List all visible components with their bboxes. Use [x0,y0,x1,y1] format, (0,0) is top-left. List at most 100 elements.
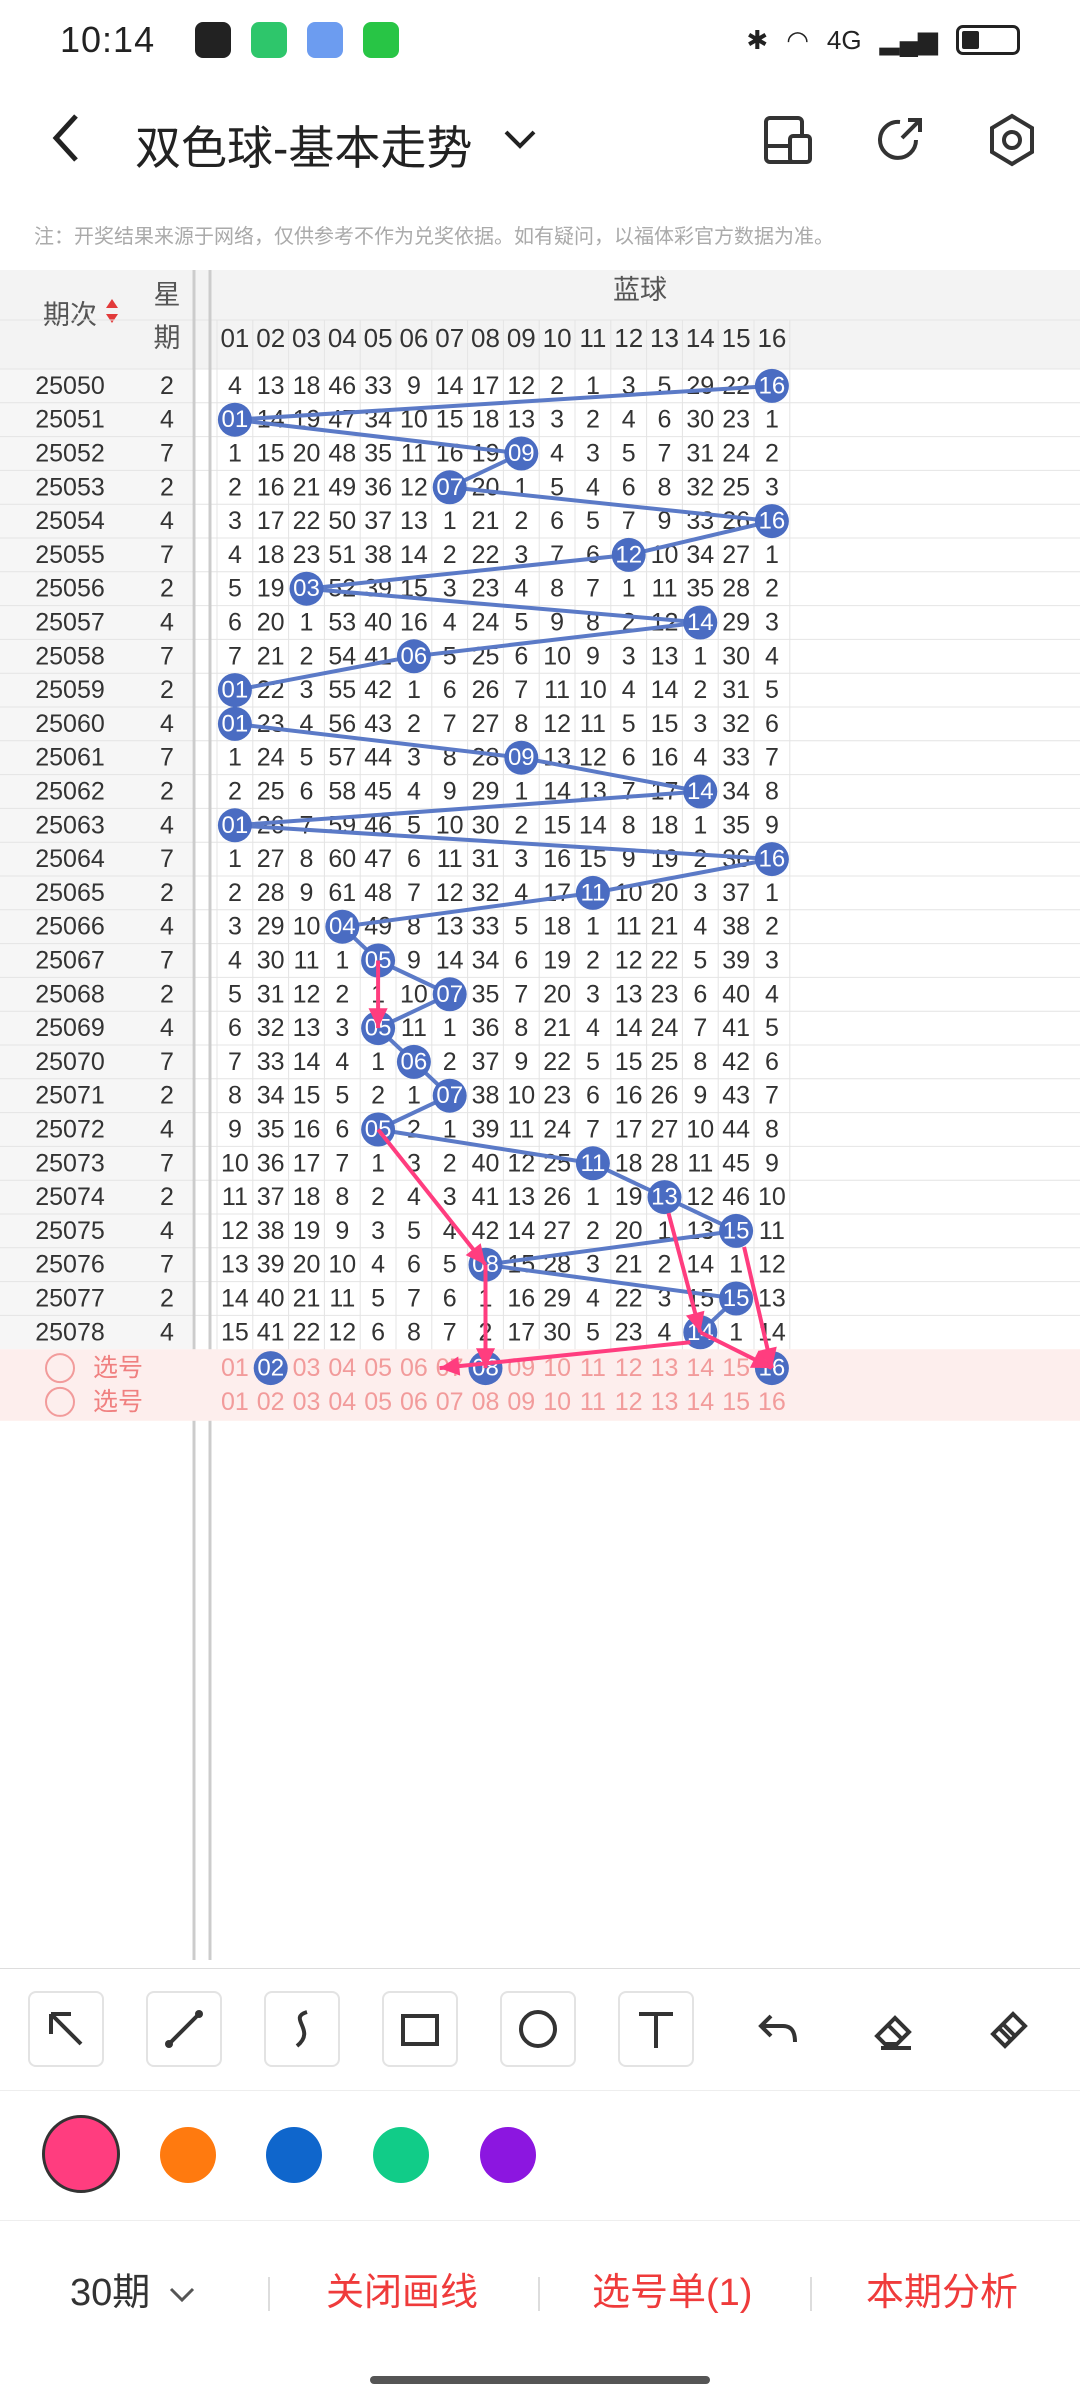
sort-desc-icon[interactable] [106,314,118,323]
color-swatch-purple[interactable] [480,2127,536,2183]
omission-cell: 8 [622,811,636,839]
omission-cell: 23 [651,980,679,1008]
omission-cell: 16 [507,1285,535,1313]
select-number: 08 [472,1388,500,1416]
omission-cell: 3 [586,980,600,1008]
omission-cell: 31 [686,440,714,468]
curve-tool-button[interactable] [264,1991,340,2067]
omission-cell: 9 [693,1082,707,1110]
color-swatch-green[interactable] [373,2127,429,2183]
omission-cell: 12 [293,980,321,1008]
back-arrow-icon[interactable] [44,108,94,168]
pick-list-button[interactable]: 选号单(1) [592,2272,753,2314]
omission-cell: 17 [543,879,571,907]
clear-all-button[interactable] [970,1991,1046,2067]
omission-cell: 1 [586,372,600,400]
column-number: 06 [399,323,428,353]
omission-cell: 32 [686,473,714,501]
omission-cell: 38 [257,1217,285,1245]
omission-cell: 35 [472,980,500,1008]
circle-tool-button[interactable] [500,1991,576,2067]
omission-cell: 21 [257,642,285,670]
omission-cell: 9 [658,507,672,535]
home-indicator[interactable] [370,2376,710,2384]
select-number: 11 [580,1354,606,1382]
omission-cell: 45 [364,778,392,806]
omission-cell: 7 [765,1082,779,1110]
select-number: 07 [436,1388,464,1416]
text-tool-icon [639,2012,673,2048]
drawn-arrowhead [368,1008,388,1029]
omission-cell: 17 [507,1318,535,1346]
period-column-header: 期次 [43,300,97,330]
omission-cell: 22 [615,1285,643,1313]
text-tool-button[interactable] [618,1991,694,2067]
period-cell: 25064 [35,845,105,873]
period-cell: 25076 [35,1251,105,1279]
omission-cell: 18 [293,1183,321,1211]
sort-asc-icon[interactable] [106,299,118,308]
omission-cell: 8 [228,1082,242,1110]
select-radio[interactable] [45,1353,75,1384]
omission-cell: 11 [294,947,320,975]
omission-cell: 10 [400,980,428,1008]
period-cell: 25050 [35,372,105,400]
omission-cell: 33 [472,913,500,941]
omission-cell: 8 [407,913,421,941]
rect-tool-button[interactable] [382,1991,458,2067]
close-lines-button[interactable]: 关闭画线 [326,2272,479,2314]
settings-icon[interactable] [984,112,1040,168]
omission-cell: 9 [228,1116,242,1144]
omission-cell: 29 [543,1285,571,1313]
select-number: 16 [758,1388,786,1416]
blue-ball [754,504,789,539]
omission-cell: 9 [335,1217,349,1245]
period-cell: 25074 [35,1183,105,1211]
row-label-bg [0,1180,192,1214]
select-radio[interactable] [45,1386,75,1417]
omission-cell: 9 [407,947,421,975]
omission-cell: 27 [722,541,750,569]
chevron-down-icon[interactable] [500,124,540,154]
divider [268,2277,270,2311]
line-tool-button[interactable] [146,1991,222,2067]
period-cell: 25053 [35,473,105,501]
share-icon[interactable] [872,112,928,168]
blue-ball [289,571,324,606]
omission-cell: 6 [693,980,707,1008]
omission-cell: 4 [693,744,707,772]
omission-cell: 61 [328,879,356,907]
omission-cell: 50 [328,507,356,535]
color-swatch-blue[interactable] [266,2127,322,2183]
period-selector[interactable]: 30期 [70,2261,197,2316]
omission-cell: 10 [758,1183,786,1211]
eraser-button[interactable] [856,1991,932,2067]
omission-cell: 17 [615,1116,643,1144]
omission-cell: 5 [586,1048,600,1076]
selected-number[interactable] [253,1351,288,1386]
omission-cell: 9 [514,1048,528,1076]
blue-ball [217,808,252,843]
column-number: 08 [471,323,500,353]
omission-cell: 12 [507,372,535,400]
color-swatch-orange[interactable] [160,2127,216,2183]
omission-cell: 1 [407,1082,421,1110]
current-analysis-button[interactable]: 本期分析 [866,2272,1019,2314]
layout-icon[interactable] [760,112,816,168]
bottom-action-bar: 30期 关闭画线 选号单(1) 本期分析 [0,2220,1080,2350]
undo-button[interactable] [740,1991,816,2067]
week-cell: 2 [160,980,174,1008]
omission-cell: 38 [364,541,392,569]
omission-cell: 36 [257,1149,285,1177]
omission-cell: 18 [651,811,679,839]
omission-cell: 43 [722,1082,750,1110]
color-swatch-pink[interactable] [42,2115,120,2193]
omission-cell: 1 [443,1116,457,1144]
drawn-arrowhead [475,1348,496,1369]
week-cell: 4 [160,1217,174,1245]
omission-cell: 4 [765,980,779,1008]
arrow-tool-button[interactable] [28,1991,104,2067]
row-label-bg [0,639,192,674]
drawn-arrow [376,1128,488,1266]
